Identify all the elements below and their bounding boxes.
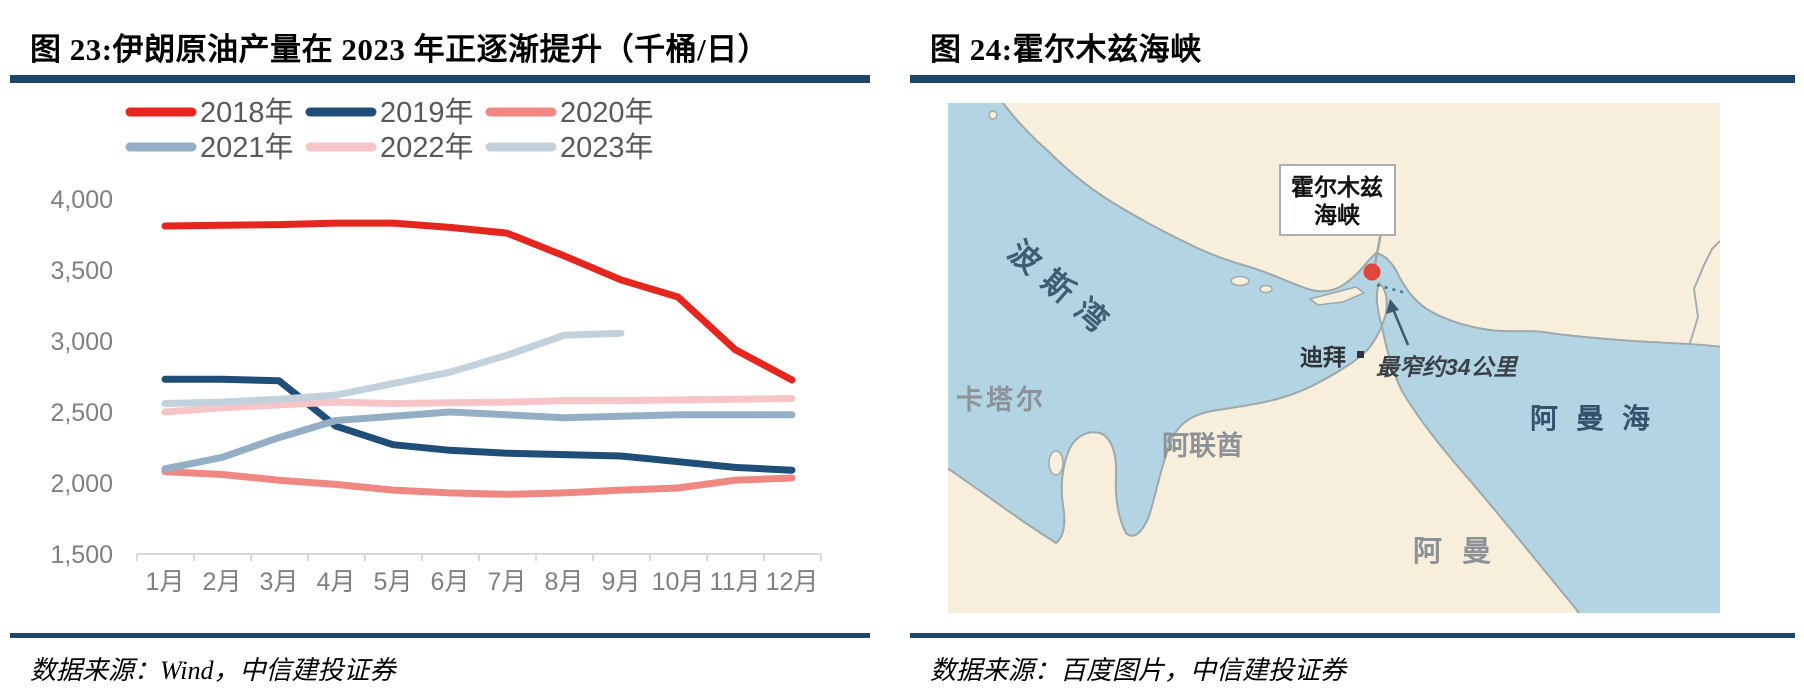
x-axis-label: 1月 [146, 568, 185, 596]
map-label-qatar: 卡塔尔 [956, 385, 1046, 415]
figure23-title-rule [10, 75, 870, 83]
callout-pointer [1373, 232, 1383, 265]
x-axis-label: 2月 [203, 568, 242, 596]
x-axis-label: 5月 [374, 568, 413, 596]
x-axis-label: 10月 [652, 568, 705, 596]
series-line-2022年 [161, 395, 796, 416]
bahrain-island [1048, 450, 1064, 476]
y-axis-label: 2,000 [50, 470, 113, 498]
map-label-dubai: 迪拜 [1300, 344, 1346, 370]
x-axis-label: 11月 [710, 568, 761, 596]
strait-marker-dot [1363, 263, 1381, 281]
x-axis-label: 12月 [766, 568, 819, 596]
y-axis-label: 3,500 [50, 257, 113, 285]
x-axis-label: 6月 [431, 568, 470, 596]
legend-label-2022年: 2022年 [380, 131, 474, 164]
iran-production-chart: 4,000 3,500 3,000 2,500 2,000 1,500 1月 2月 3月 4月 5月… [10, 90, 880, 610]
country-border [1689, 240, 1721, 344]
small-island [1230, 275, 1250, 287]
callout-text-line1: 霍尔木兹 [1291, 174, 1383, 200]
strait-of-hormuz-map: 波斯湾 卡塔尔 迪拜 阿联酋 阿曼 阿曼海 霍尔木兹 海峡 最窄约34公里 [943, 98, 1725, 618]
strait-width-dashed-line [1376, 283, 1407, 295]
x-axis-label: 9月 [602, 568, 641, 596]
map-label-narrowest: 最窄约34公里 [1376, 354, 1519, 380]
figure23-source: 数据来源：Wind，中信建投证券 [30, 656, 396, 685]
legend-label-2018年: 2018年 [200, 96, 294, 129]
x-axis-label: 8月 [545, 568, 584, 596]
figure24-source: 数据来源：百度图片，中信建投证券 [930, 656, 1347, 685]
legend-label-2023年: 2023年 [560, 131, 654, 164]
map-svg: 波斯湾 卡塔尔 迪拜 阿联酋 阿曼 阿曼海 霍尔木兹 海峡 最窄约34公里 [943, 98, 1725, 618]
map-label-oman: 阿曼 [1413, 536, 1511, 568]
map-label-gulf-of-oman: 阿曼海 [1530, 403, 1668, 434]
series-line-2021年 [161, 408, 796, 473]
figure24-title: 图 24:霍尔木兹海峡 [930, 32, 1202, 67]
y-axis-label: 1,500 [50, 541, 113, 569]
small-island [988, 110, 998, 120]
series-line-2018年 [161, 219, 796, 384]
small-island [1259, 284, 1273, 294]
y-axis-label: 3,000 [50, 328, 113, 356]
legend-label-2020年: 2020年 [560, 96, 654, 129]
legend-label-2021年: 2021年 [200, 131, 294, 164]
legend-label-2019年: 2019年 [380, 96, 474, 129]
y-axis-label: 4,000 [50, 186, 113, 214]
arabia-landmass [943, 281, 1585, 618]
x-axis-label: 7月 [488, 568, 527, 596]
annotation-arrow [1391, 308, 1410, 346]
figure23-title: 图 23:伊朗原油产量在 2023 年正逐渐提升（千桶/日） [30, 32, 770, 67]
qeshm-island [1308, 286, 1366, 306]
dubai-city-dot [1357, 351, 1364, 358]
x-axis-label: 4月 [317, 568, 356, 596]
x-axis-label: 3月 [260, 568, 299, 596]
callout-text-line2: 海峡 [1314, 202, 1360, 228]
y-axis-label: 2,500 [50, 399, 113, 427]
figure24-bottom-rule [910, 633, 1795, 638]
series-line-2023年 [161, 329, 625, 407]
production-chart: 4,000 3,500 3,000 2,500 2,000 1,500 1月 2月 3月 4月 5月… [50, 96, 822, 596]
series-line-2020年 [161, 468, 796, 498]
figure24-title-rule [910, 75, 1795, 83]
annotation-arrowhead [1386, 299, 1399, 314]
series-line-2019年 [161, 375, 796, 474]
hormuz-callout-box [1279, 164, 1396, 236]
figure23-bottom-rule [10, 633, 870, 638]
map-label-uae: 阿联酋 [1162, 430, 1243, 461]
